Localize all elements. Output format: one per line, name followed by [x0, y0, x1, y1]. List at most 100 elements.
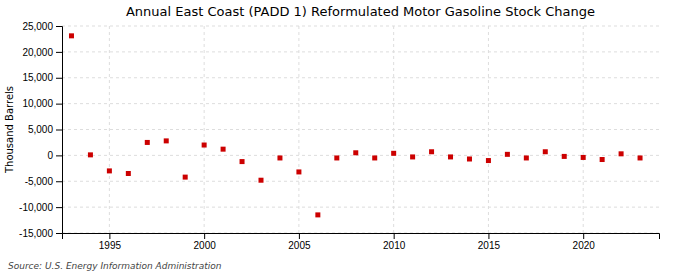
tick: 2015: [478, 233, 501, 251]
point: [126, 171, 131, 176]
tick-mark: [56, 26, 62, 27]
tick: -5,000: [25, 176, 62, 187]
tick-label: 5,000: [28, 124, 53, 135]
grid-line: [62, 51, 659, 52]
grid-line: [62, 129, 659, 130]
tick-mark: [204, 233, 205, 239]
point: [372, 155, 377, 160]
tick-label: 2015: [478, 240, 501, 251]
tick-mark: [109, 233, 110, 239]
point: [353, 150, 358, 155]
point: [240, 159, 245, 164]
point: [429, 149, 434, 154]
tick-label: 2000: [194, 240, 217, 251]
tick-mark: [299, 233, 300, 239]
grid-line: [298, 26, 299, 233]
annotation: Source: U.S. Energy Information Administ…: [8, 261, 222, 271]
tick-mark: [56, 155, 62, 156]
tick: 2020: [573, 233, 596, 251]
grid-line: [62, 103, 659, 104]
point: [259, 178, 264, 183]
point: [277, 155, 282, 160]
tick-label: 10,000: [22, 98, 53, 109]
tick: 2000: [194, 233, 217, 251]
point: [164, 138, 169, 143]
point: [467, 156, 472, 161]
tick-mark: [56, 130, 62, 131]
tick: 10,000: [22, 98, 62, 109]
point: [524, 155, 529, 160]
grid-line: [62, 181, 659, 182]
tick-mark: [56, 181, 62, 182]
tick: 0: [47, 150, 62, 161]
grid-line: [204, 26, 205, 233]
point: [638, 155, 643, 160]
y-axis: -15,000 -10,000 -5,000 0 5,000 10,000 15,000 20…: [19, 21, 62, 239]
tick-mark: [394, 233, 395, 239]
title: Annual East Coast (PADD 1) Reformulated …: [126, 4, 595, 19]
tick-mark: [56, 104, 62, 105]
tick-mark: [56, 233, 62, 234]
plot: 1995 2000 2005 2010 2015 2020 -15,000 -10,000 -5…: [19, 21, 659, 251]
point: [505, 152, 510, 157]
grid-line: [393, 26, 394, 233]
tick-mark: [488, 233, 489, 239]
point: [391, 151, 396, 156]
grid: [62, 26, 659, 233]
tick-label: -15,000: [19, 228, 53, 239]
point: [410, 154, 415, 159]
tick: 15,000: [22, 72, 62, 83]
point: [145, 140, 150, 145]
point: [486, 158, 491, 163]
axis-line: [63, 234, 660, 240]
tick: 25,000: [22, 21, 62, 32]
tick-label: 20,000: [22, 47, 53, 58]
tick-label: 25,000: [22, 21, 53, 32]
point: [619, 151, 624, 156]
points: [69, 33, 643, 217]
tick: -10,000: [19, 202, 62, 213]
grid-line: [62, 77, 659, 78]
x-axis: 1995 2000 2005 2010 2015 2020: [63, 233, 660, 251]
point: [69, 33, 74, 38]
grid-line: [62, 207, 659, 208]
point: [88, 152, 93, 157]
grid-line: [109, 26, 110, 233]
tick: 20,000: [22, 47, 62, 58]
tick-mark: [56, 78, 62, 79]
point: [334, 155, 339, 160]
tick-mark: [56, 52, 62, 53]
point: [562, 154, 567, 159]
tick: 5,000: [28, 124, 62, 135]
tick-mark: [56, 207, 62, 208]
point: [448, 154, 453, 159]
tick-label: -10,000: [19, 202, 53, 213]
grid-line: [62, 26, 659, 27]
tick-label: 2005: [288, 240, 311, 251]
tick: 2005: [288, 233, 311, 251]
tick-mark: [583, 233, 584, 239]
point: [543, 149, 548, 154]
grid-line: [488, 26, 489, 233]
grid-line: [583, 26, 584, 233]
tick: -15,000: [19, 228, 62, 239]
chart: 1995 2000 2005 2010 2015 2020 -15,000 -10,000 -5…: [0, 0, 675, 275]
axis-line: [56, 27, 63, 234]
point: [202, 143, 207, 148]
tick-label: 0: [47, 150, 53, 161]
point: [296, 169, 301, 174]
tick-label: 15,000: [22, 72, 53, 83]
point: [315, 212, 320, 217]
tick: 1995: [99, 233, 122, 251]
tick: 2010: [383, 233, 406, 251]
y-axis-label: Thousand Barrels: [4, 86, 15, 174]
point: [107, 168, 112, 173]
point: [221, 147, 226, 152]
tick-label: 2010: [383, 240, 406, 251]
tick-label: -5,000: [25, 176, 54, 187]
point: [183, 175, 188, 180]
tick-label: 2020: [573, 240, 596, 251]
point: [600, 157, 605, 162]
tick-label: 1995: [99, 240, 122, 251]
grid-line: [62, 155, 659, 156]
